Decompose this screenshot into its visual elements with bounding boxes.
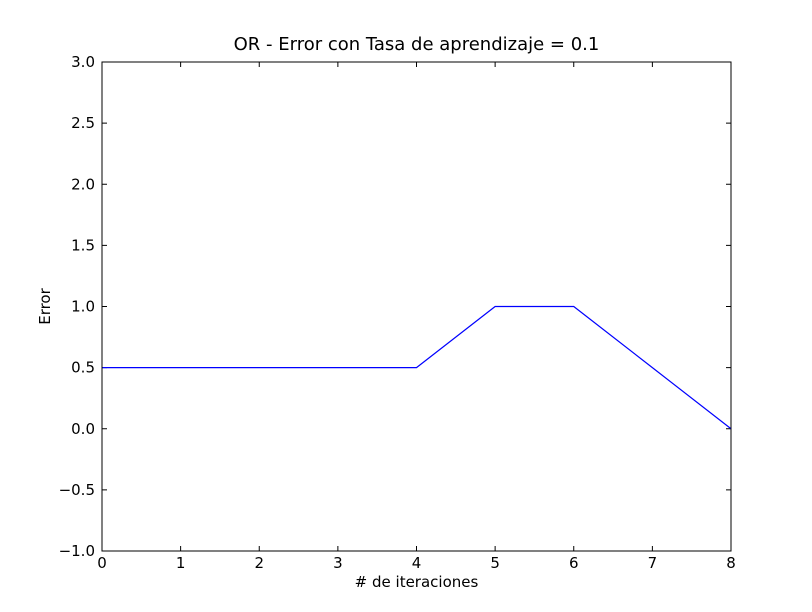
- x-tick-label: 7: [648, 554, 658, 572]
- x-tick-label: 5: [490, 554, 500, 572]
- x-tick-label: 2: [254, 554, 264, 572]
- x-tick-label: 3: [333, 554, 343, 572]
- y-tick-label: 0.5: [71, 359, 95, 377]
- y-tick-label: −0.5: [59, 481, 95, 499]
- y-tick-label: 2.5: [71, 114, 95, 132]
- y-axis-label: Error: [36, 287, 54, 324]
- x-tick-label: 4: [412, 554, 422, 572]
- axes-frame: [101, 61, 732, 552]
- y-tick-label: −1.0: [59, 542, 95, 560]
- x-tick-label: 0: [97, 554, 107, 572]
- x-tick-label: 6: [569, 554, 579, 572]
- x-axis-label: # de iteraciones: [355, 573, 479, 591]
- y-tick-label: 3.0: [71, 53, 95, 71]
- y-tick-label: 1.5: [71, 236, 95, 254]
- x-tick-label: 1: [176, 554, 186, 572]
- series-line: [102, 305, 732, 430]
- y-tick-label: 0.0: [71, 420, 95, 438]
- y-tick-label: 1.0: [71, 298, 95, 316]
- chart-title: OR - Error con Tasa de aprendizaje = 0.1: [234, 34, 600, 55]
- x-tick-label: 8: [726, 554, 736, 572]
- y-tick-label: 2.0: [71, 175, 95, 193]
